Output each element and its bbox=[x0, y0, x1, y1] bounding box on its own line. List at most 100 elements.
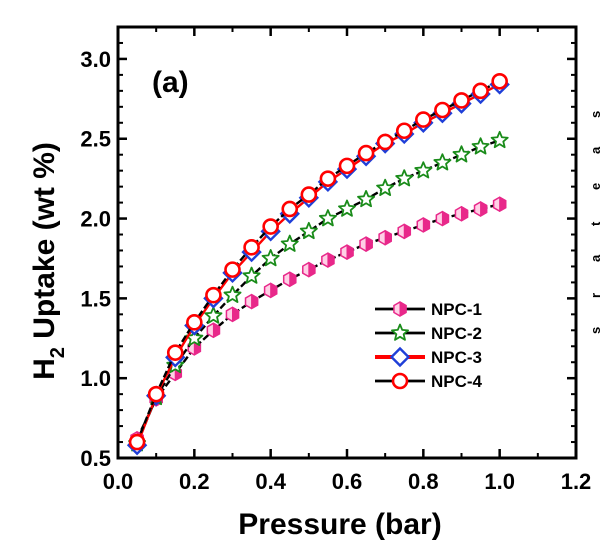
x-tick-label-1-0: 1.0 bbox=[484, 469, 515, 494]
data-point-npc-1-5 bbox=[225, 306, 240, 323]
legend-marker-npc-1-fill bbox=[399, 301, 407, 317]
panel-label: (a) bbox=[152, 66, 189, 99]
series-npc-1 bbox=[130, 196, 507, 447]
data-point-npc-4-19 bbox=[491, 72, 508, 90]
x-axis-title: Pressure (bar) bbox=[238, 508, 441, 541]
legend-marker-npc-1 bbox=[393, 301, 407, 317]
data-point-npc-1-12-fill bbox=[365, 236, 373, 252]
edge-glyph: t bbox=[588, 221, 603, 226]
edge-glyph: a bbox=[588, 146, 603, 154]
x-tick-label-0-2: 0.2 bbox=[179, 469, 210, 494]
legend-label-npc-3: NPC-3 bbox=[431, 348, 482, 367]
y-axis-title-suffix: Uptake (wt %) bbox=[28, 142, 61, 347]
data-point-npc-1-16-fill bbox=[441, 210, 450, 227]
data-point-npc-1-17-fill bbox=[461, 205, 469, 222]
edge-glyph: s bbox=[588, 327, 603, 334]
data-point-npc-4-11 bbox=[338, 157, 356, 175]
legend-entry-npc-4: NPC-4 bbox=[375, 372, 483, 391]
legend-entry-npc-1: NPC-1 bbox=[375, 300, 482, 319]
right-edge-fragment: s a e t a r s bbox=[588, 111, 603, 334]
y-tick-label-1-5: 1.5 bbox=[80, 286, 111, 311]
edge-glyph: r bbox=[588, 293, 603, 298]
data-point-npc-2-17 bbox=[452, 145, 471, 163]
data-point-npc-4-0 bbox=[128, 433, 146, 451]
data-point-npc-1-6-fill bbox=[251, 293, 259, 310]
series-npc-2 bbox=[128, 130, 509, 452]
data-point-npc-4-15 bbox=[415, 111, 432, 128]
data-point-npc-1-14-fill bbox=[403, 223, 411, 240]
data-point-npc-4-7 bbox=[262, 218, 279, 235]
data-point-npc-2-11 bbox=[338, 199, 356, 217]
data-point-npc-4-2 bbox=[166, 344, 184, 361]
data-point-npc-4-14 bbox=[395, 122, 413, 140]
data-point-npc-1-14 bbox=[397, 223, 412, 240]
y-axis-title-prefix: H bbox=[28, 358, 61, 380]
data-point-npc-1-11-fill bbox=[346, 244, 354, 260]
x-tick-label-0-8: 0.8 bbox=[408, 469, 439, 494]
legend-label-npc-2: NPC-2 bbox=[431, 324, 482, 343]
y-tick-label-1-0: 1.0 bbox=[80, 366, 111, 391]
legend-label-npc-4: NPC-4 bbox=[431, 372, 483, 391]
data-point-npc-1-13-fill bbox=[384, 229, 392, 246]
data-point-npc-2-12 bbox=[357, 189, 376, 208]
legend: NPC-1 NPC-2 NPC-3 NPC-4 bbox=[375, 300, 483, 391]
data-point-npc-1-7-fill bbox=[270, 282, 278, 299]
axes: 0.0 0.2 0.4 0.6 0.8 1.0 1.2 0.5 1.0 1.5 2.0 2.5 3.0 bbox=[80, 25, 591, 494]
data-point-npc-1-18-fill bbox=[480, 201, 488, 217]
data-point-npc-1-12 bbox=[359, 236, 373, 252]
data-point-npc-4-13 bbox=[376, 133, 394, 151]
data-point-npc-1-6 bbox=[244, 293, 259, 310]
data-point-npc-1-13 bbox=[378, 229, 392, 246]
data-point-npc-4-8 bbox=[281, 200, 299, 218]
data-point-npc-1-5-fill bbox=[232, 306, 240, 323]
y-tick-label-3-0: 3.0 bbox=[80, 47, 111, 72]
data-point-npc-4-16 bbox=[434, 101, 451, 119]
data-point-npc-4-17 bbox=[453, 92, 470, 109]
data-point-npc-2-16 bbox=[433, 153, 452, 171]
data-point-npc-4-1 bbox=[147, 385, 165, 403]
data-point-npc-4-6 bbox=[243, 238, 260, 256]
y-tick-label-0-5: 0.5 bbox=[80, 446, 111, 471]
legend-entry-npc-2: NPC-2 bbox=[375, 323, 482, 343]
data-point-npc-1-18 bbox=[473, 201, 488, 217]
data-point-npc-1-9-fill bbox=[308, 261, 316, 278]
data-point-npc-1-11 bbox=[340, 244, 354, 260]
data-point-npc-4-4 bbox=[205, 286, 222, 304]
data-point-npc-1-15-fill bbox=[422, 217, 430, 233]
data-point-npc-1-19 bbox=[492, 196, 507, 213]
data-point-npc-1-8 bbox=[282, 271, 297, 288]
x-tick-label-0-4: 0.4 bbox=[255, 469, 286, 494]
series-npc-4 bbox=[128, 72, 508, 451]
legend-marker-npc-4 bbox=[391, 372, 409, 390]
data-point-npc-1-10-fill bbox=[327, 252, 335, 268]
data-point-npc-2-13 bbox=[376, 178, 395, 197]
y-axis-title-subscript: 2 bbox=[47, 347, 69, 358]
y-tick-label-2-0: 2.0 bbox=[80, 207, 111, 232]
data-point-npc-2-7 bbox=[261, 249, 280, 267]
data-point-npc-4-3 bbox=[186, 314, 203, 331]
data-point-npc-2-10 bbox=[318, 209, 337, 227]
y-tick-label-2-5: 2.5 bbox=[80, 127, 111, 152]
series-line-npc-3 bbox=[135, 83, 501, 446]
series-layer bbox=[126, 72, 510, 456]
series-npc-3 bbox=[126, 74, 510, 456]
data-point-npc-1-8-fill bbox=[289, 271, 297, 288]
edge-glyph: e bbox=[588, 183, 603, 190]
data-point-npc-4-5 bbox=[224, 261, 241, 278]
legend-label-npc-1: NPC-1 bbox=[431, 300, 482, 319]
data-point-npc-4-9 bbox=[300, 186, 318, 203]
data-point-npc-2-9 bbox=[299, 221, 318, 240]
series-line-npc-2 bbox=[135, 139, 501, 445]
data-point-npc-1-4-fill bbox=[212, 322, 221, 339]
x-tick-label-0-6: 0.6 bbox=[332, 469, 363, 494]
data-point-npc-2-6 bbox=[242, 266, 261, 284]
legend-marker-npc-3 bbox=[389, 346, 411, 368]
x-tick-label-0-0: 0.0 bbox=[103, 469, 134, 494]
data-point-npc-2-5 bbox=[223, 285, 242, 303]
data-point-npc-2-8 bbox=[280, 234, 299, 252]
edge-glyph: s bbox=[588, 111, 603, 118]
data-point-npc-1-7 bbox=[263, 282, 278, 299]
data-point-npc-2-4 bbox=[204, 306, 223, 324]
data-point-npc-4-10 bbox=[319, 170, 337, 187]
